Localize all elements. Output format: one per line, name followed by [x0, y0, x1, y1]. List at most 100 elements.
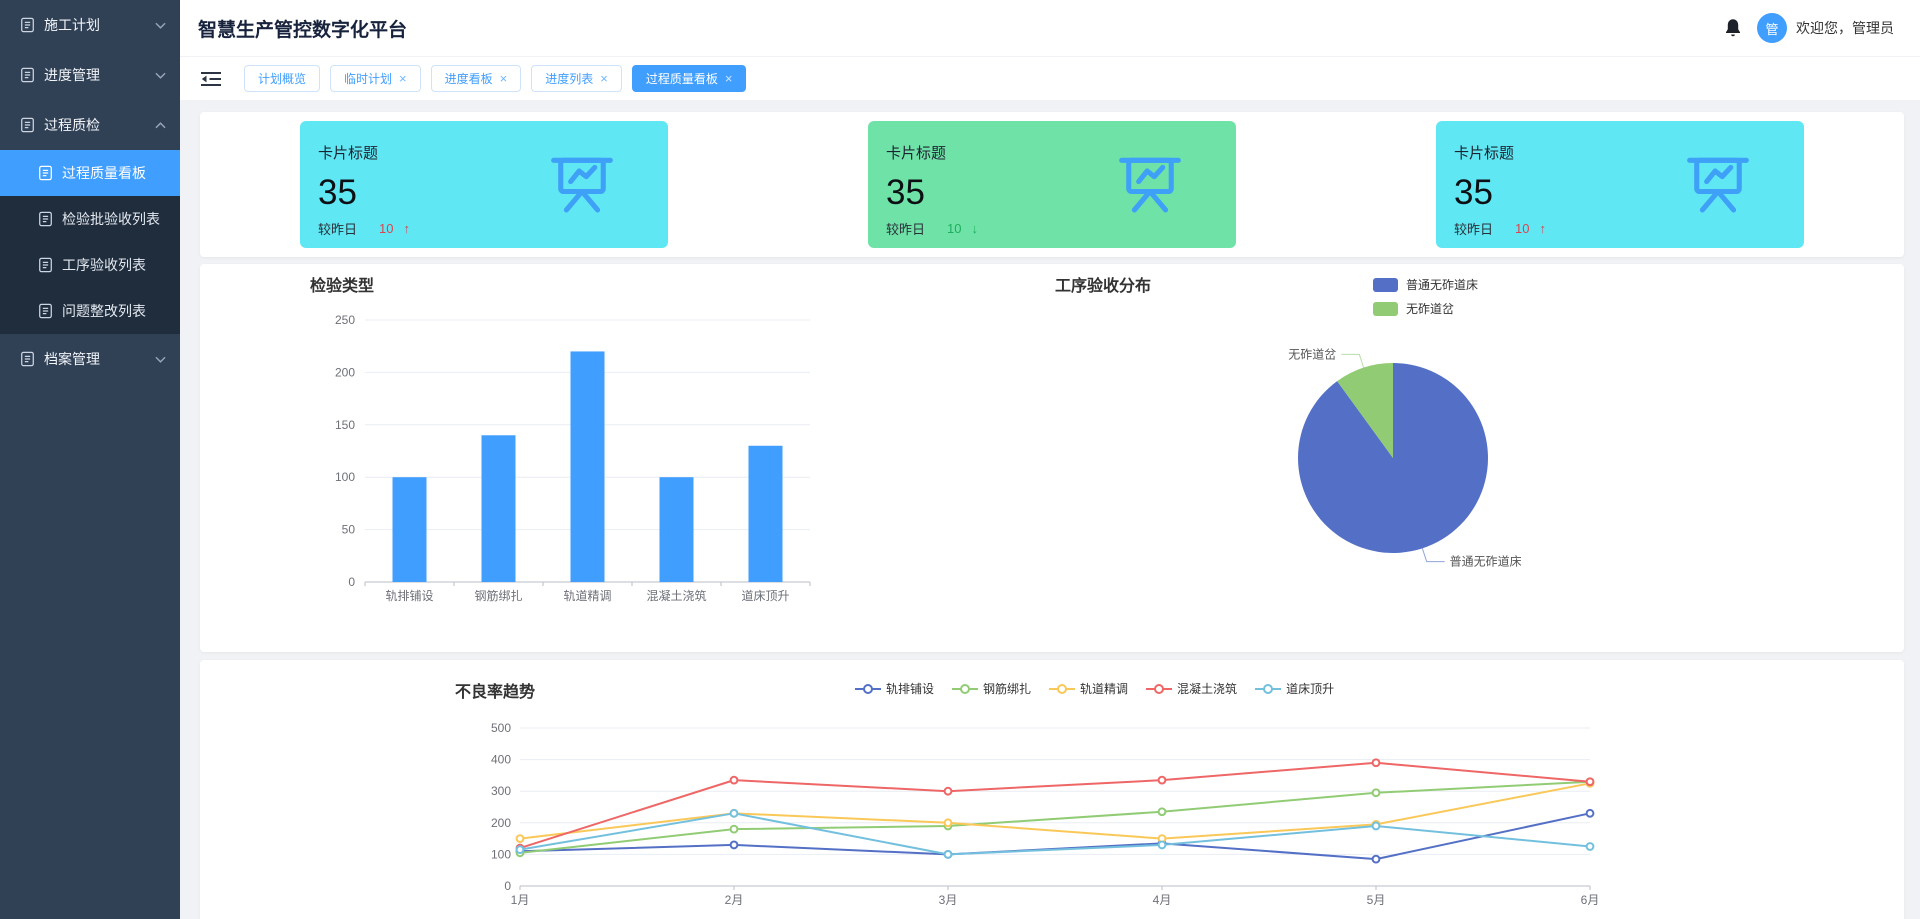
arrow-down-icon: ↓: [971, 221, 978, 236]
header-right: 管 欢迎您，管理员: [1724, 13, 1894, 43]
change-value: 10: [1515, 221, 1530, 236]
charts-panel: 检验类型 0 50 100 150 200 250 轨排铺设 钢筋绑扎 轨道精调 混凝土浇筑 道床顶…: [200, 264, 1904, 652]
compare-label: 较昨日: [886, 222, 926, 237]
presentation-chart-icon: [551, 157, 613, 213]
legend-item[interactable]: 混凝土浇筑: [1146, 680, 1237, 697]
change-value: 10: [947, 221, 962, 236]
avatar[interactable]: 管: [1757, 13, 1787, 43]
card-title: 卡片标题: [318, 145, 379, 162]
card-footer: 较昨日 10 ↓: [886, 219, 1218, 238]
svg-text:普通无砟道床: 普通无砟道床: [1450, 554, 1522, 569]
svg-text:道床顶升: 道床顶升: [741, 589, 789, 603]
svg-text:300: 300: [491, 784, 511, 798]
tab-label: 临时计划: [344, 72, 393, 86]
bar-chart-title: 检验类型: [310, 278, 375, 295]
bell-icon[interactable]: [1724, 18, 1742, 38]
stat-card: 卡片标题 35 较昨日 10 ↓: [868, 121, 1236, 248]
card-title: 卡片标题: [1454, 145, 1515, 162]
svg-text:6月: 6月: [1581, 893, 1600, 907]
svg-text:400: 400: [491, 753, 511, 767]
close-icon[interactable]: ×: [399, 71, 407, 86]
legend-item[interactable]: 道床顶升: [1255, 680, 1334, 697]
page-title: 智慧生产管控数字化平台: [198, 19, 408, 41]
app-header: 智慧生产管控数字化平台 管 欢迎您，管理员: [180, 0, 1920, 56]
sidebar-subitem-quality-dashboard[interactable]: 过程质量看板: [0, 150, 180, 196]
user-info[interactable]: 管 欢迎您，管理员: [1757, 13, 1894, 43]
presentation-chart-icon: [1119, 157, 1181, 213]
sidebar-item-progress-management[interactable]: 进度管理: [0, 50, 180, 100]
svg-text:5月: 5月: [1367, 893, 1386, 907]
pie-legend: 普通无砟道床 无砟道岔: [1373, 276, 1478, 317]
card-title: 卡片标题: [886, 145, 947, 162]
legend-label: 无砟道岔: [1406, 302, 1455, 316]
sidebar-item-label: 过程质检: [44, 117, 100, 133]
document-icon: [21, 351, 34, 367]
svg-text:钢筋绑扎: 钢筋绑扎: [474, 588, 522, 603]
svg-text:2月: 2月: [725, 893, 744, 907]
svg-text:250: 250: [335, 313, 355, 327]
legend-item[interactable]: 普通无砟道床: [1373, 276, 1478, 293]
sidebar-subitem-label: 问题整改列表: [62, 303, 146, 319]
defect-rate-line-chart: 0 100 200 300 400 500 1月 2月 3月 4月 5月 6月: [491, 721, 1600, 907]
sidebar-item-construction-plan[interactable]: 施工计划: [0, 0, 180, 50]
legend-item[interactable]: 无砟道岔: [1373, 300, 1478, 317]
menu-fold-icon[interactable]: [200, 71, 222, 87]
sidebar-item-archive-management[interactable]: 档案管理: [0, 334, 180, 384]
legend-item[interactable]: 钢筋绑扎: [952, 680, 1031, 697]
arrow-up-icon: ↑: [1539, 221, 1546, 236]
sidebar-subitem-procedure-acceptance-list[interactable]: 工序验收列表: [0, 242, 180, 288]
tab-progress-board[interactable]: 进度看板 ×: [430, 65, 522, 92]
tab-temporary-plan[interactable]: 临时计划 ×: [330, 65, 421, 92]
svg-text:4月: 4月: [1153, 893, 1172, 907]
chevron-down-icon: [155, 72, 166, 79]
card-value: 35: [318, 173, 357, 212]
line-chart-title: 不良率趋势: [455, 684, 536, 701]
trend-panel: 不良率趋势 轨排铺设 钢筋绑扎 轨道精调 混凝土浇筑 道床顶升 0 100 200 3…: [200, 660, 1904, 919]
card-footer: 较昨日 10 ↑: [1454, 219, 1786, 238]
arrow-up-icon: ↑: [403, 221, 410, 236]
svg-text:0: 0: [348, 575, 355, 589]
inspection-type-bar-chart: 0 50 100 150 200 250 轨排铺设 钢筋绑扎 轨道精调 混凝土浇筑 道床顶升: [335, 313, 811, 603]
stat-card: 卡片标题 35 较昨日 10 ↑: [1436, 121, 1804, 248]
legend-label: 轨排铺设: [886, 682, 935, 696]
close-icon[interactable]: ×: [600, 71, 608, 86]
close-icon[interactable]: ×: [499, 71, 508, 86]
legend-label: 钢筋绑扎: [983, 682, 1032, 696]
tab-plan-overview[interactable]: 计划概览: [244, 65, 321, 92]
tab-process-quality-board[interactable]: 过程质量看板 ×: [631, 65, 747, 92]
welcome-text: 欢迎您，管理员: [1796, 20, 1894, 36]
sidebar-subitem-inspection-batch-list[interactable]: 检验批验收列表: [0, 196, 180, 242]
sidebar-subitem-issue-rectification-list[interactable]: 问题整改列表: [0, 288, 180, 334]
legend-item[interactable]: 轨排铺设: [855, 680, 934, 697]
tab-label: 进度列表: [545, 72, 594, 86]
chevron-down-icon: [155, 356, 166, 363]
tab-label: 计划概览: [258, 72, 307, 86]
document-icon: [39, 165, 52, 181]
tab-label: 进度看板: [444, 72, 493, 86]
legend-label: 混凝土浇筑: [1177, 682, 1238, 696]
tab-bar: 计划概览 临时计划 × 进度看板 × 进度列表 × 过程质量看板 ×: [180, 56, 1920, 100]
legend-label: 轨道精调: [1080, 682, 1129, 696]
pie-chart-title: 工序验收分布: [1055, 278, 1152, 295]
line-marker-icon: [1049, 683, 1076, 694]
tab-progress-list[interactable]: 进度列表 ×: [531, 65, 622, 92]
stat-card: 卡片标题 35 较昨日 10 ↑: [300, 121, 668, 248]
sidebar-item-process-quality[interactable]: 过程质检: [0, 100, 180, 150]
line-marker-icon: [855, 683, 881, 694]
document-icon: [21, 67, 34, 83]
main-area: 智慧生产管控数字化平台 管 欢迎您，管理员 计划概览 临时计划 × 进度看板 × 进…: [180, 0, 1920, 919]
line-marker-icon: [952, 683, 979, 694]
svg-text:100: 100: [335, 470, 355, 484]
change-value: 10: [379, 221, 394, 236]
svg-text:50: 50: [342, 523, 356, 537]
presentation-chart-icon: [1687, 157, 1749, 213]
svg-text:100: 100: [491, 847, 511, 861]
svg-text:轨排铺设: 轨排铺设: [385, 589, 433, 603]
close-icon[interactable]: ×: [724, 71, 733, 86]
content: 卡片标题 35 较昨日 10 ↑ 卡片标题 35 较昨日 10 ↓: [180, 100, 1920, 919]
chevron-up-icon: [155, 121, 166, 128]
legend-item[interactable]: 轨道精调: [1049, 680, 1128, 697]
legend-swatch: [1373, 301, 1398, 316]
chevron-down-icon: [155, 22, 166, 29]
document-icon: [39, 257, 52, 273]
